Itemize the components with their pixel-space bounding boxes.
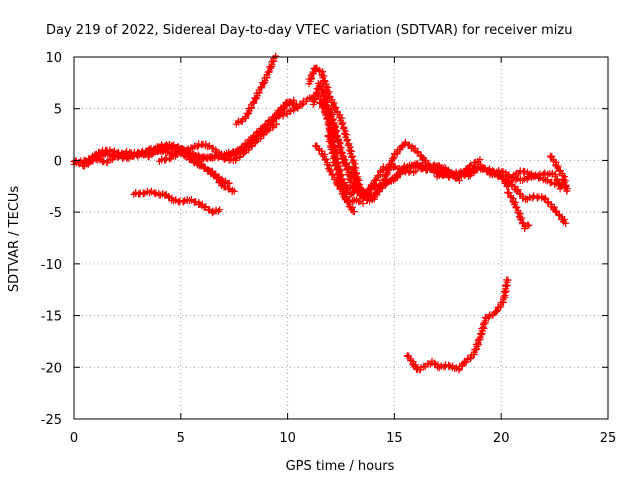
data-point xyxy=(216,206,224,214)
data-point xyxy=(420,363,428,371)
series-sat-e xyxy=(145,120,281,165)
y-tick-label: -5 xyxy=(49,206,62,221)
data-point xyxy=(384,166,392,174)
x-tick-label: 25 xyxy=(600,431,617,446)
data-point xyxy=(351,173,359,181)
y-tick-label: -20 xyxy=(41,361,62,376)
data-point xyxy=(474,165,482,173)
data-point xyxy=(179,198,187,206)
data-point xyxy=(455,177,463,185)
data-layer xyxy=(70,52,571,374)
data-point xyxy=(476,156,484,164)
data-point xyxy=(562,219,570,227)
x-tick-label: 20 xyxy=(493,431,510,446)
y-tick-label: -10 xyxy=(41,258,62,273)
data-point xyxy=(503,276,511,284)
data-point xyxy=(422,166,430,174)
data-point xyxy=(164,148,172,156)
data-point xyxy=(473,166,481,174)
data-point xyxy=(434,363,442,371)
data-point xyxy=(230,187,238,195)
data-point xyxy=(390,164,398,172)
data-point xyxy=(525,221,533,229)
data-point xyxy=(134,152,142,160)
data-point xyxy=(192,197,200,205)
data-point xyxy=(123,147,131,155)
data-point xyxy=(166,155,174,163)
data-point xyxy=(257,84,265,92)
data-point xyxy=(214,207,222,215)
data-point xyxy=(382,171,390,179)
data-point xyxy=(344,136,352,144)
data-point xyxy=(183,146,191,154)
series-sat-q xyxy=(433,164,569,191)
data-point xyxy=(317,99,325,107)
data-point xyxy=(332,103,340,111)
data-point xyxy=(272,52,280,60)
data-point xyxy=(276,107,284,115)
data-point xyxy=(174,143,182,151)
x-axis-label: GPS time / hours xyxy=(286,459,395,474)
series-sat-n xyxy=(324,131,358,216)
data-point xyxy=(147,144,155,152)
data-point xyxy=(264,68,272,76)
x-tick-label: 10 xyxy=(279,431,296,446)
data-point xyxy=(241,114,249,122)
grid-lines xyxy=(74,57,608,419)
data-point xyxy=(400,162,408,170)
x-tick-label: 15 xyxy=(386,431,403,446)
series-sat-o xyxy=(403,276,512,374)
series-sat-r xyxy=(489,170,570,227)
data-point xyxy=(161,191,169,199)
data-point xyxy=(486,165,494,173)
plot-frame xyxy=(73,56,609,420)
data-point xyxy=(267,64,275,72)
data-point xyxy=(563,187,571,195)
data-point xyxy=(516,167,524,175)
data-point xyxy=(201,164,209,172)
data-point xyxy=(343,193,351,201)
axis-ticks: 0 5 10 15 20 25 -25 -20 -15 -10 -5 0 5 10 xyxy=(41,51,617,446)
series-sat-f xyxy=(130,187,224,217)
series-sat-g xyxy=(232,52,280,128)
data-point xyxy=(544,198,552,206)
series-sat-t xyxy=(546,152,571,195)
data-point xyxy=(126,151,134,159)
data-point xyxy=(168,150,176,158)
data-point xyxy=(298,101,306,109)
data-point xyxy=(456,169,464,177)
data-point xyxy=(225,180,233,188)
data-point xyxy=(530,192,538,200)
data-point xyxy=(208,209,216,217)
data-point xyxy=(531,172,539,180)
x-tick-label: 0 xyxy=(70,431,78,446)
y-axis-label: SDTVAR / TECUs xyxy=(7,186,22,293)
x-tick-label: 5 xyxy=(177,431,185,446)
data-point xyxy=(350,208,358,216)
data-point xyxy=(484,314,492,322)
data-point xyxy=(147,187,155,195)
data-point xyxy=(359,199,367,207)
data-point xyxy=(259,80,267,88)
data-point xyxy=(523,222,531,230)
y-tick-label: 0 xyxy=(54,154,62,169)
data-point xyxy=(288,100,296,108)
y-tick-label: 10 xyxy=(45,51,62,66)
y-tick-label: -25 xyxy=(41,413,62,428)
data-point xyxy=(249,99,257,107)
data-point xyxy=(414,163,422,171)
data-point xyxy=(366,197,374,205)
data-point xyxy=(499,293,507,301)
chart-title: Day 219 of 2022, Sidereal Day-to-day VTE… xyxy=(46,23,572,38)
y-tick-label: 5 xyxy=(54,103,62,118)
y-tick-label: -15 xyxy=(41,310,62,325)
data-point xyxy=(279,103,287,111)
data-point xyxy=(272,120,280,128)
series-sat-s xyxy=(504,188,533,233)
